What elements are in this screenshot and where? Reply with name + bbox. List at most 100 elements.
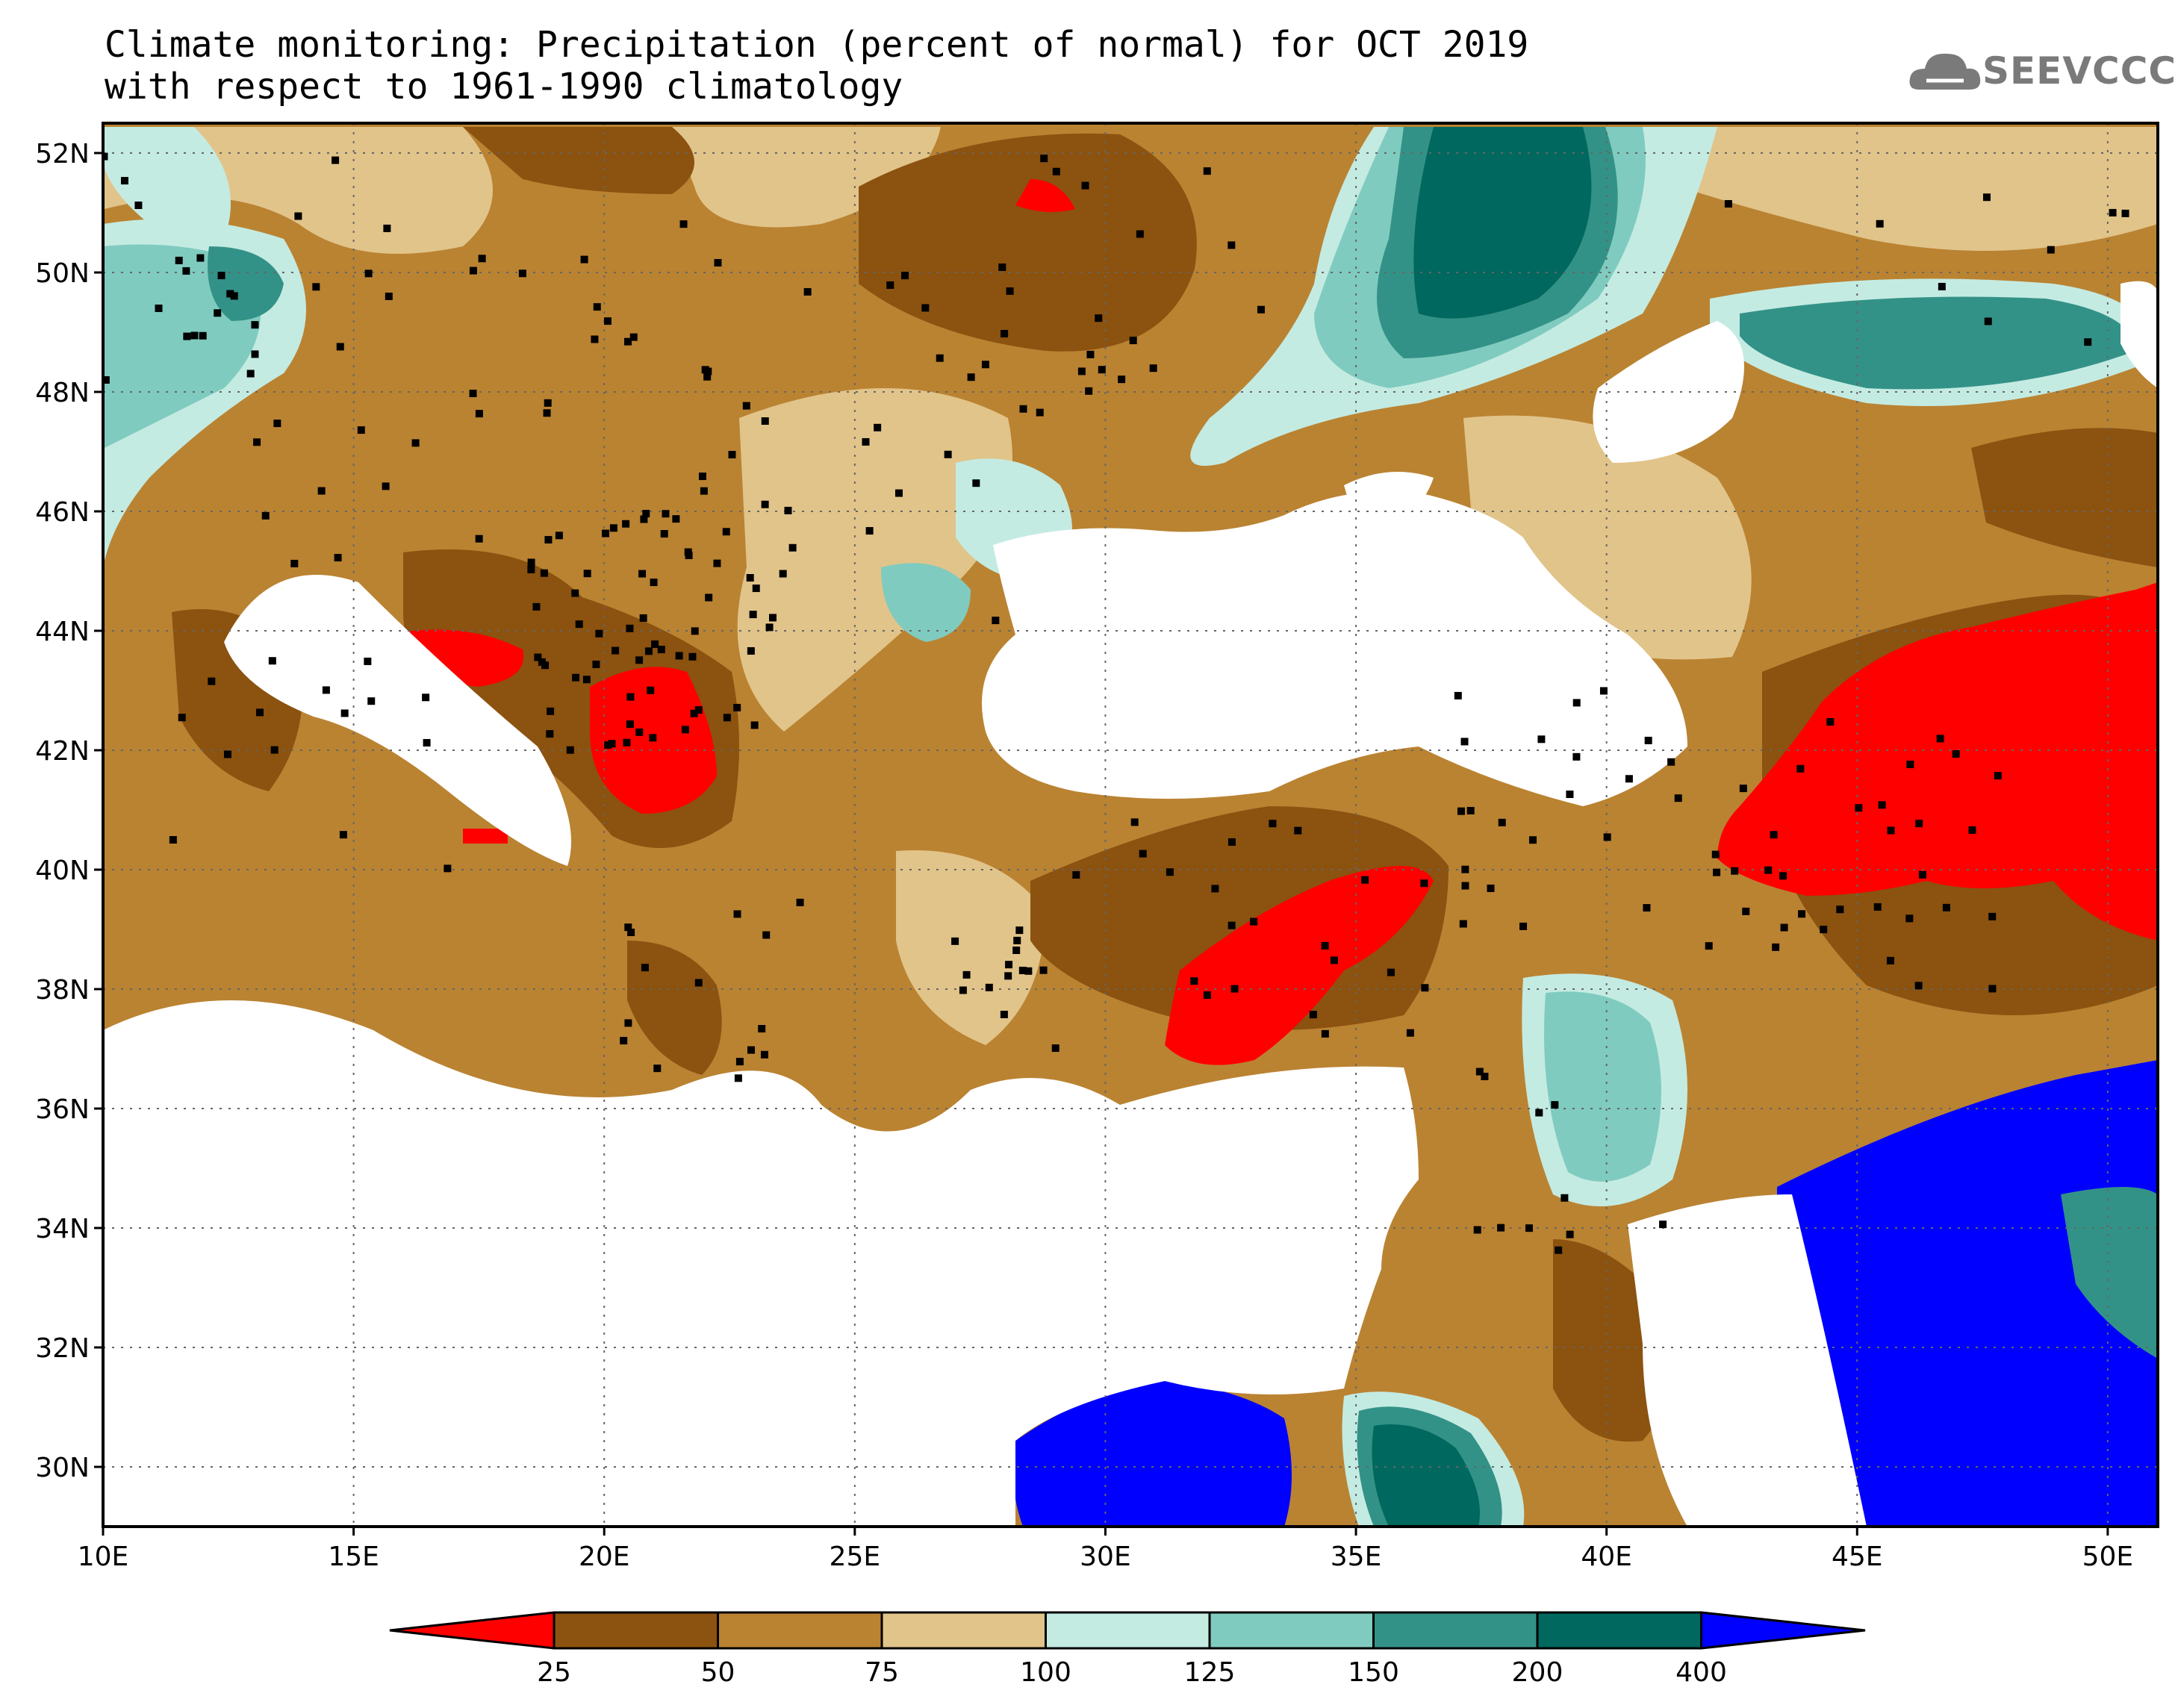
station-marker xyxy=(746,574,754,582)
station-marker xyxy=(1481,1073,1489,1081)
station-marker xyxy=(660,530,668,538)
station-marker xyxy=(538,658,546,666)
station-marker xyxy=(217,272,225,280)
station-marker xyxy=(1211,885,1219,893)
station-marker xyxy=(608,740,616,748)
station-marker xyxy=(566,746,574,754)
station-marker xyxy=(694,979,703,987)
station-marker xyxy=(1227,838,1236,846)
station-marker xyxy=(571,589,579,597)
station-marker xyxy=(1836,906,1844,914)
station-marker xyxy=(1918,870,1926,879)
station-marker xyxy=(981,361,989,369)
station-marker xyxy=(1257,305,1265,314)
station-marker xyxy=(1361,876,1369,884)
station-marker xyxy=(698,473,706,481)
station-marker xyxy=(1051,1044,1060,1053)
station-marker xyxy=(1460,738,1469,746)
station-marker xyxy=(992,617,1000,625)
station-marker xyxy=(273,420,281,428)
station-marker xyxy=(1667,758,1675,766)
logo-text: SEEVCCC xyxy=(1982,49,2175,93)
station-marker xyxy=(1294,826,1302,835)
station-marker xyxy=(1227,241,1236,249)
colorbar-label: 100 xyxy=(1020,1657,1071,1688)
y-tick-label: 40N xyxy=(35,855,90,886)
station-marker xyxy=(936,354,944,362)
station-marker xyxy=(609,524,617,532)
station-marker xyxy=(1457,807,1465,815)
station-marker xyxy=(1018,967,1027,974)
station-marker xyxy=(1535,1109,1543,1117)
station-marker xyxy=(1086,350,1095,358)
station-marker xyxy=(704,367,712,375)
station-marker xyxy=(544,536,553,544)
station-marker xyxy=(169,836,177,844)
station-marker xyxy=(469,390,477,398)
station-marker xyxy=(478,255,486,263)
station-marker xyxy=(322,686,330,694)
station-marker xyxy=(2121,209,2129,217)
station-marker xyxy=(340,709,349,717)
station-marker xyxy=(178,714,186,722)
x-tick-label: 50E xyxy=(2082,1542,2134,1572)
station-marker xyxy=(1487,884,1495,892)
station-marker xyxy=(1250,917,1258,926)
station-marker xyxy=(874,423,882,431)
station-marker xyxy=(1915,820,1923,828)
station-marker xyxy=(714,259,722,267)
station-marker xyxy=(1779,872,1787,880)
station-marker xyxy=(691,627,699,635)
station-marker xyxy=(575,620,583,629)
station-marker xyxy=(1406,1029,1414,1037)
station-marker xyxy=(657,646,665,654)
station-marker xyxy=(591,335,599,343)
station-marker xyxy=(251,321,259,329)
station-marker xyxy=(784,506,792,514)
station-marker xyxy=(1321,1029,1329,1038)
station-marker xyxy=(582,676,591,684)
station-marker xyxy=(595,629,603,638)
station-marker xyxy=(1459,920,1467,928)
station-marker xyxy=(624,1019,632,1027)
station-marker xyxy=(742,402,750,410)
station-marker xyxy=(261,511,270,520)
station-marker xyxy=(651,640,659,648)
station-marker xyxy=(444,864,452,873)
station-marker xyxy=(134,201,143,209)
colorbar-swatch xyxy=(1208,1611,1375,1650)
station-marker xyxy=(1988,912,1997,920)
station-marker xyxy=(1498,818,1506,826)
station-marker xyxy=(862,437,870,446)
station-marker xyxy=(894,489,903,497)
station-marker xyxy=(972,479,980,487)
y-tick-label: 32N xyxy=(35,1333,90,1364)
station-marker xyxy=(73,178,81,186)
station-marker xyxy=(758,1025,766,1033)
station-marker xyxy=(527,558,535,567)
station-marker xyxy=(364,269,373,278)
station-marker xyxy=(1129,337,1137,345)
station-marker xyxy=(1525,1224,1533,1232)
station-marker xyxy=(555,532,563,540)
x-tick-label: 35E xyxy=(1331,1542,1382,1572)
station-marker xyxy=(1713,868,1721,876)
station-marker xyxy=(1820,926,1828,934)
station-marker xyxy=(713,559,721,567)
station-marker xyxy=(469,267,477,275)
station-marker xyxy=(580,255,588,264)
station-marker xyxy=(635,728,644,736)
station-marker xyxy=(268,657,276,665)
station-marker xyxy=(1330,956,1338,964)
station-marker xyxy=(475,410,483,418)
station-marker xyxy=(1024,967,1033,975)
station-marker xyxy=(1566,1230,1574,1238)
colorbar-label: 400 xyxy=(1675,1657,1727,1688)
station-marker xyxy=(1731,867,1739,875)
station-marker xyxy=(518,269,526,278)
station-marker xyxy=(1081,181,1089,190)
station-marker xyxy=(768,614,777,622)
station-marker xyxy=(998,263,1006,271)
station-marker xyxy=(253,438,261,446)
station-marker xyxy=(540,569,548,577)
